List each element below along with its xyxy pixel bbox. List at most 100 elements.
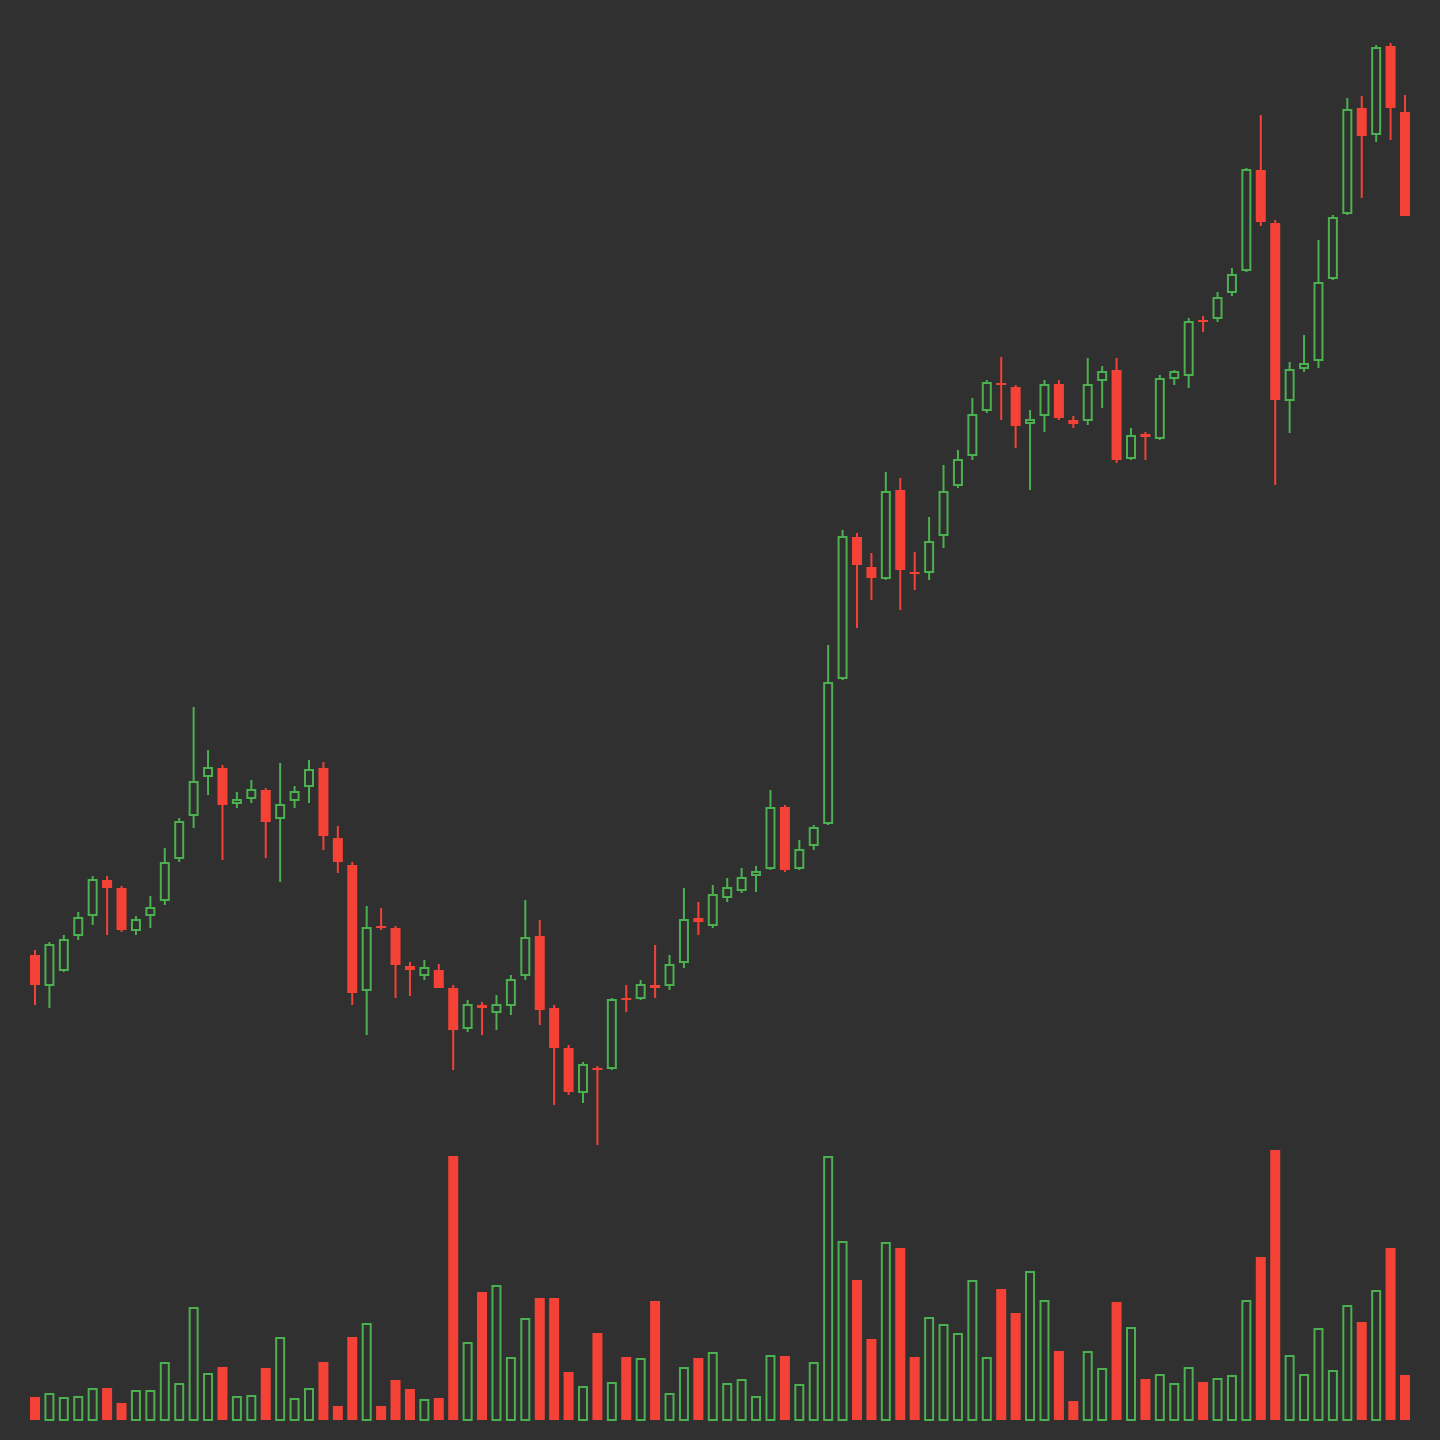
candle-body [707,894,718,926]
candle-body [650,985,661,988]
volume-bar [332,1406,343,1420]
candle-body [433,970,444,988]
candle-body [246,789,257,799]
candle-body [1154,378,1165,439]
candle-body [1400,112,1410,216]
candle-body [1299,363,1310,369]
volume-bar [1270,1150,1281,1420]
candle-body [376,926,387,928]
volume-bar [477,1292,488,1420]
volume-bar [1097,1368,1108,1421]
volume-bar [664,1393,675,1421]
volume-bar [130,1390,141,1421]
volume-bar [952,1333,963,1421]
candle-body [404,966,415,970]
candle-body [722,887,733,898]
candle-body [563,1048,574,1092]
volume-bar [1385,1248,1396,1420]
candle-body [1111,370,1122,460]
candle-body [1241,169,1252,271]
candle-body [1371,47,1382,135]
volume-bar [390,1380,401,1420]
candle-body [852,537,862,565]
candle-body [520,937,531,976]
candle-body [606,999,617,1069]
volume-bar [678,1367,689,1421]
volume-bar [765,1355,776,1421]
candle-body [304,769,314,787]
volume-bar [606,1382,617,1421]
volume-bar [58,1397,69,1421]
volume-bar [650,1301,661,1420]
candle-body [1385,46,1396,108]
candle-body [174,821,185,859]
volume-bar [1327,1370,1338,1421]
volume-bar [981,1357,992,1421]
candle-body [592,1068,603,1070]
candle-body [1342,109,1353,214]
candle-body [491,1004,502,1013]
candle-body [895,490,906,570]
volume-bar [1226,1375,1237,1421]
candle-body [130,919,141,931]
candle-body [736,877,747,891]
volume-bar [44,1393,55,1421]
candle-body [477,1005,488,1008]
volume-bar [419,1399,430,1421]
volume-bar [1198,1382,1209,1420]
candle-body [751,871,762,876]
candle-body [981,382,992,411]
candle-body [1039,384,1050,416]
volume-bar [996,1289,1007,1420]
candle-body [549,1008,560,1048]
volume-bar [462,1342,473,1421]
candle-body [1327,217,1338,279]
candle-body [1270,223,1281,400]
volume-bar [1212,1378,1223,1421]
candle-body [678,919,689,963]
candle-body [534,936,545,1010]
volume-bar [837,1241,848,1421]
candle-body [635,984,646,999]
candle-body [1082,384,1093,421]
candle-body [260,790,271,822]
volume-bar [520,1318,531,1421]
candle-body [188,781,199,816]
candle-body [1053,384,1064,418]
volume-bar [376,1406,387,1420]
volume-bar [1053,1351,1064,1420]
volume-bar [260,1368,271,1420]
candle-body [909,572,920,574]
volume-bar [895,1248,906,1420]
volume-bar [1111,1302,1122,1420]
volume-bar [188,1307,199,1421]
volume-bar [621,1357,632,1420]
candle-body [1356,108,1367,136]
volume-bar [505,1357,516,1421]
candle-body [1284,369,1295,401]
volume-bar [1068,1401,1079,1420]
volume-bar [203,1373,214,1421]
candle-body [275,804,286,819]
volume-bar [1082,1351,1093,1421]
candle-body [145,907,156,916]
candle-body [794,849,805,869]
volume-bar [808,1362,819,1421]
candle-body [1226,274,1237,293]
candle-body [73,917,84,936]
candle-body [837,536,848,679]
volume-bar [1140,1379,1151,1420]
candle-body [1010,387,1021,426]
volume-bar [1154,1374,1165,1421]
volume-bar [404,1389,415,1420]
candle-body [448,988,459,1030]
volume-bar [1284,1355,1295,1421]
volume-bar [722,1383,733,1421]
candle-body [1313,282,1324,361]
candle-body [505,979,516,1006]
candle-body [578,1064,588,1093]
candle-body [1097,371,1108,381]
volume-bar [534,1298,545,1420]
volume-bar [1126,1327,1136,1421]
